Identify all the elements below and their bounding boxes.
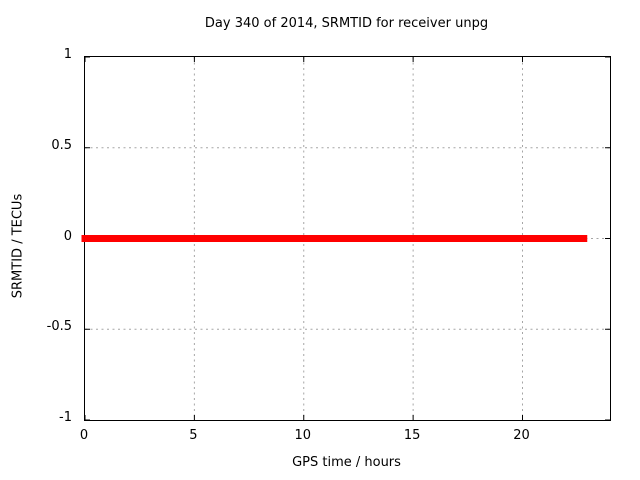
y-tick-label: -1 [59,410,72,425]
plot-surface [81,56,610,421]
x-tick-label: 5 [189,428,198,443]
x-tick-label: 20 [513,428,530,443]
x-tick-label: 10 [294,428,312,443]
y-tick-label: 0 [63,228,72,244]
chart-title: Day 340 of 2014, SRMTID for receiver unp… [204,16,489,31]
x-tick-label: 0 [79,428,89,443]
y-tick-label: 0.5 [51,137,72,153]
x-tick-label: 15 [403,428,421,443]
y-tick-label: -0.5 [46,319,72,335]
y-axis-title: SRMTID / TECUs [10,193,26,299]
plot-area [81,56,611,421]
y-tick-label: 1 [63,47,72,62]
x-axis-title: GPS time / hours [292,455,401,470]
